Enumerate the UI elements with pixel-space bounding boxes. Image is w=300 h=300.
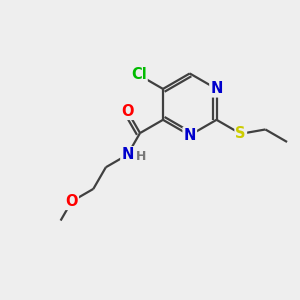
Text: H: H — [136, 150, 146, 163]
Text: O: O — [121, 104, 134, 119]
Text: Cl: Cl — [131, 68, 147, 82]
Text: O: O — [65, 194, 78, 209]
Text: N: N — [210, 81, 223, 96]
Text: S: S — [236, 126, 246, 141]
Text: N: N — [121, 147, 134, 162]
Text: N: N — [184, 128, 196, 143]
